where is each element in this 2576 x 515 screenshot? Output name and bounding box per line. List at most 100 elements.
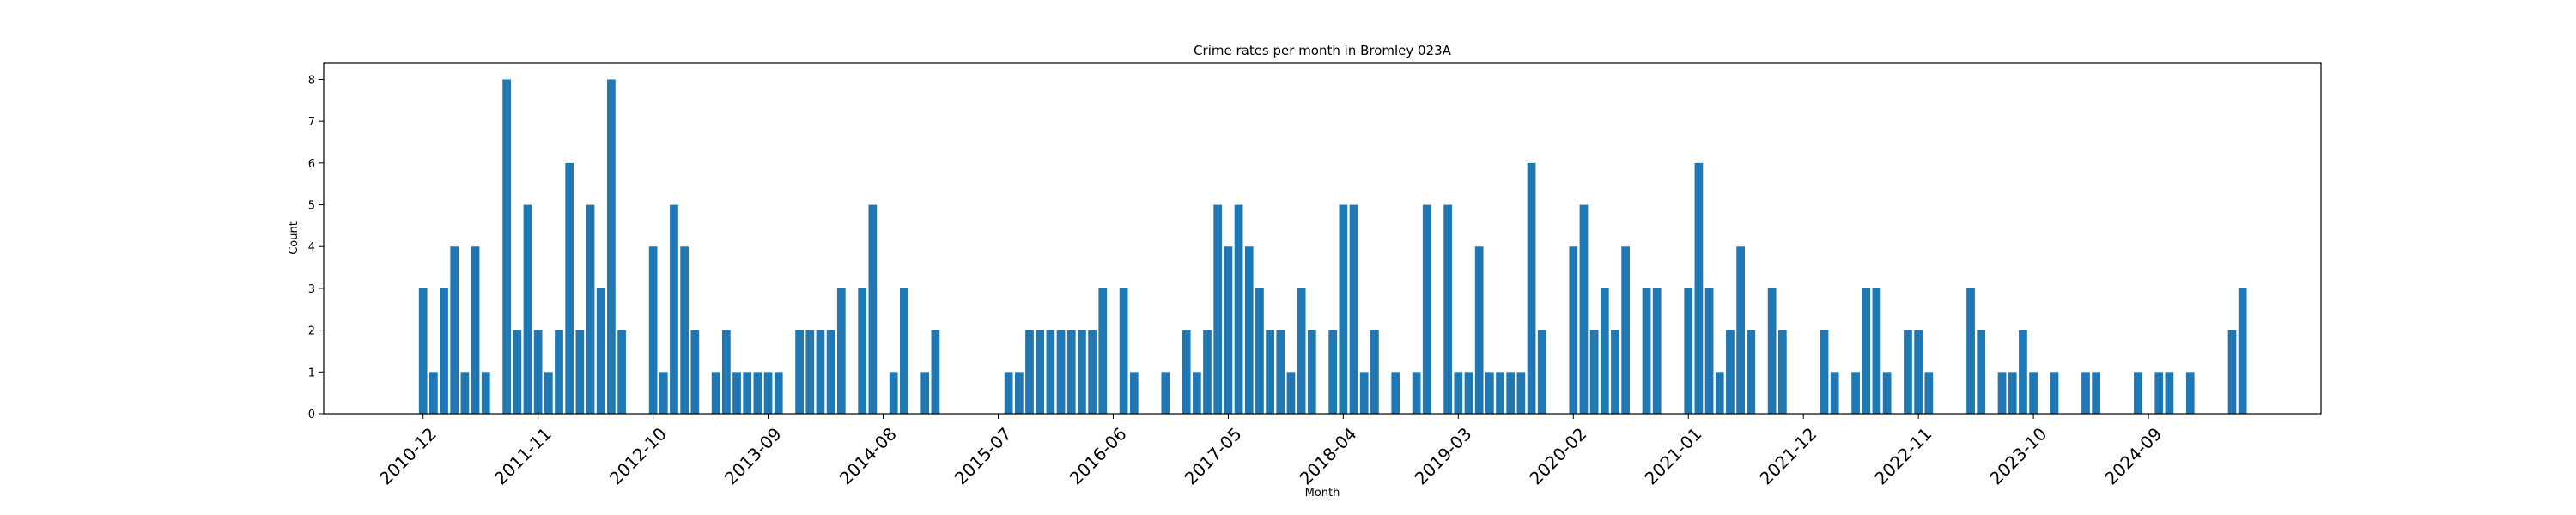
- bar: [1830, 372, 1839, 414]
- bar: [690, 330, 700, 414]
- bar: [1182, 330, 1191, 414]
- bar: [1516, 372, 1526, 414]
- bar: [1286, 372, 1296, 414]
- bar: [721, 330, 731, 414]
- bar: [2092, 372, 2101, 414]
- bar: [575, 330, 585, 414]
- bar: [533, 330, 543, 414]
- y-tick-label: 4: [308, 241, 315, 254]
- bar: [2154, 372, 2164, 414]
- bar: [1851, 372, 1860, 414]
- bar: [1611, 330, 1619, 414]
- bar: [920, 372, 930, 414]
- y-tick-label: 0: [308, 409, 315, 421]
- bar: [1589, 330, 1599, 414]
- bar: [471, 246, 480, 414]
- bar: [2008, 372, 2017, 414]
- bar: [1192, 372, 1201, 414]
- bar: [607, 79, 616, 414]
- bar: [1454, 372, 1463, 414]
- bar: [1276, 330, 1285, 414]
- bar: [1088, 330, 1097, 414]
- bar: [555, 330, 563, 414]
- bar: [1820, 330, 1829, 414]
- bar: [565, 162, 574, 415]
- x-axis-label: Month: [1305, 487, 1340, 500]
- y-tick-label: 6: [308, 158, 315, 171]
- bar: [1046, 330, 1055, 414]
- bar: [1244, 246, 1254, 414]
- bar: [836, 288, 846, 414]
- bar: [805, 330, 815, 414]
- bar: [795, 330, 804, 414]
- bar: [774, 372, 783, 414]
- bar: [648, 246, 658, 414]
- bar: [1997, 372, 2007, 414]
- y-axis-ticks: 0 1 2 3 4 5 6 7 8: [308, 74, 324, 421]
- bar: [659, 372, 668, 414]
- bar: [1684, 288, 1693, 414]
- bar: [2238, 288, 2247, 414]
- bar: [1266, 330, 1274, 414]
- y-tick-label: 5: [308, 200, 315, 213]
- bar: [889, 372, 898, 414]
- bar: [2081, 372, 2090, 414]
- bar: [1621, 246, 1631, 414]
- bar: [1036, 330, 1045, 414]
- bar: [680, 246, 690, 414]
- bar: [1098, 288, 1108, 414]
- bar: [429, 372, 438, 414]
- bar: [931, 330, 940, 414]
- bar: [670, 204, 678, 414]
- bars-group: [418, 79, 2247, 415]
- bar: [711, 372, 720, 414]
- bar: [1119, 288, 1128, 414]
- bar: [1642, 288, 1651, 414]
- bar: [1297, 288, 1306, 414]
- bar: [1872, 288, 1881, 414]
- bar: [1579, 204, 1589, 414]
- bar: [1704, 288, 1714, 414]
- bar: [1862, 288, 1871, 414]
- bar: [1527, 162, 1536, 415]
- bar: [523, 204, 532, 414]
- bar: [544, 372, 553, 414]
- bar: [1537, 330, 1546, 414]
- bar: [460, 372, 470, 414]
- bar: [1014, 372, 1024, 414]
- bar: [1464, 372, 1473, 414]
- bar: [1234, 204, 1243, 414]
- bar: [1882, 372, 1892, 414]
- bar: [732, 372, 741, 414]
- bar: [481, 372, 490, 414]
- y-tick-label: 8: [308, 74, 315, 87]
- bar: [1652, 288, 1662, 414]
- bar: [868, 204, 878, 414]
- bar: [1977, 330, 1986, 414]
- bar: [1600, 288, 1609, 414]
- bar: [1213, 204, 1223, 414]
- bar: [858, 288, 867, 414]
- bar: [596, 288, 605, 414]
- bar: [1078, 330, 1086, 414]
- bar: [1506, 372, 1516, 414]
- bar: [1966, 288, 1975, 414]
- bar: [2050, 372, 2059, 414]
- bar: [1004, 372, 1013, 414]
- bar: [1370, 330, 1379, 414]
- bar: [1359, 372, 1369, 414]
- bar: [1422, 204, 1431, 414]
- y-tick-label: 3: [308, 283, 315, 296]
- bar: [1203, 330, 1212, 414]
- bar: [1255, 288, 1264, 414]
- bar: [2134, 372, 2142, 414]
- bar: [1694, 162, 1704, 415]
- bar: [440, 288, 448, 414]
- bar: [1412, 372, 1421, 414]
- bar: [418, 288, 428, 414]
- bar: [513, 330, 522, 414]
- bar: [1736, 246, 1745, 414]
- bar: [1066, 330, 1076, 414]
- bar: [1496, 372, 1504, 414]
